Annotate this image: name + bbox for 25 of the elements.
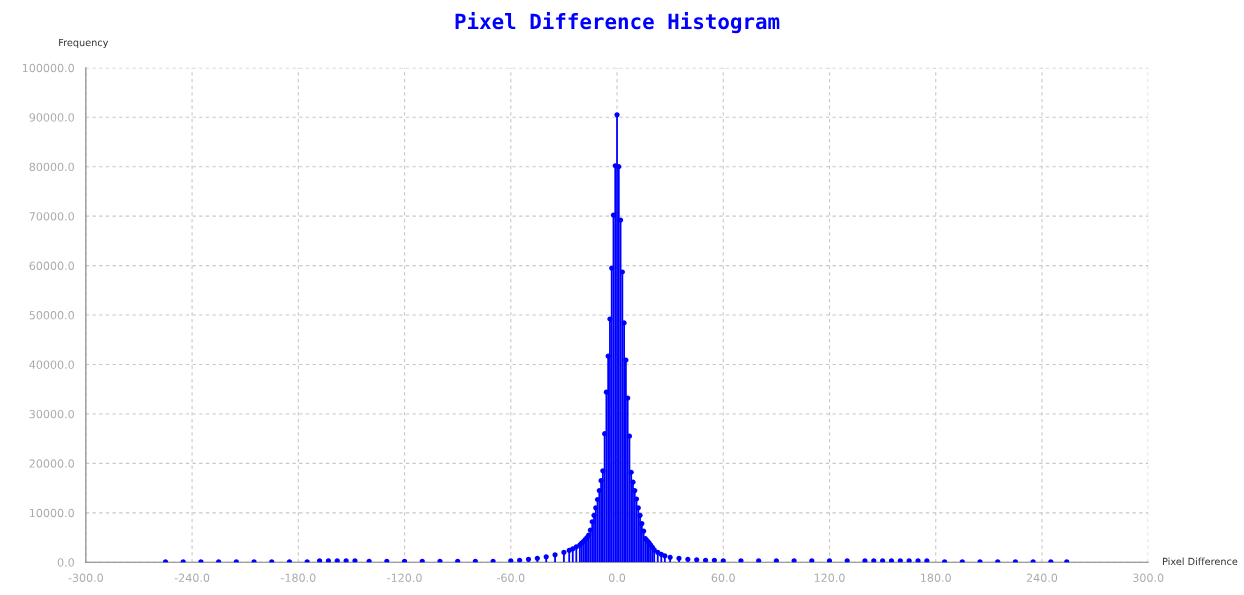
y-tick-label: 100000.0 bbox=[22, 63, 74, 73]
y-axis-title: Frequency bbox=[59, 38, 109, 49]
x-tick-label: 0.0 bbox=[608, 573, 626, 582]
y-tick-label: 20000.0 bbox=[29, 459, 74, 468]
x-tick-label: -120.0 bbox=[387, 573, 422, 582]
y-tick-label: 90000.0 bbox=[29, 113, 74, 122]
x-tick-label: 240.0 bbox=[1026, 573, 1058, 582]
y-tick-label: 40000.0 bbox=[29, 360, 74, 369]
x-tick-label: -60.0 bbox=[496, 573, 525, 582]
x-axis-title: Pixel Difference bbox=[1162, 557, 1238, 566]
x-tick-label: 120.0 bbox=[814, 573, 845, 582]
y-tick-label: 60000.0 bbox=[29, 261, 74, 270]
y-tick-label: 70000.0 bbox=[29, 212, 74, 221]
y-tick-label: 10000.0 bbox=[30, 508, 74, 518]
y-tick-label: 80000.0 bbox=[29, 162, 74, 172]
x-tick-label: -180.0 bbox=[280, 573, 316, 582]
y-tick-label: 30000.0 bbox=[29, 409, 74, 419]
x-tick-label: 180.0 bbox=[921, 573, 951, 582]
y-tick-label: 50000.0 bbox=[29, 311, 74, 320]
x-tick-label: 60.0 bbox=[711, 573, 735, 582]
x-tick-label: -300.0 bbox=[68, 573, 104, 582]
chart-title: Pixel Difference Histogram bbox=[455, 12, 780, 34]
x-tick-label: 300.0 bbox=[1133, 573, 1164, 582]
y-tick-label: 0.0 bbox=[57, 558, 74, 567]
x-tick-label: -240.0 bbox=[174, 573, 210, 582]
